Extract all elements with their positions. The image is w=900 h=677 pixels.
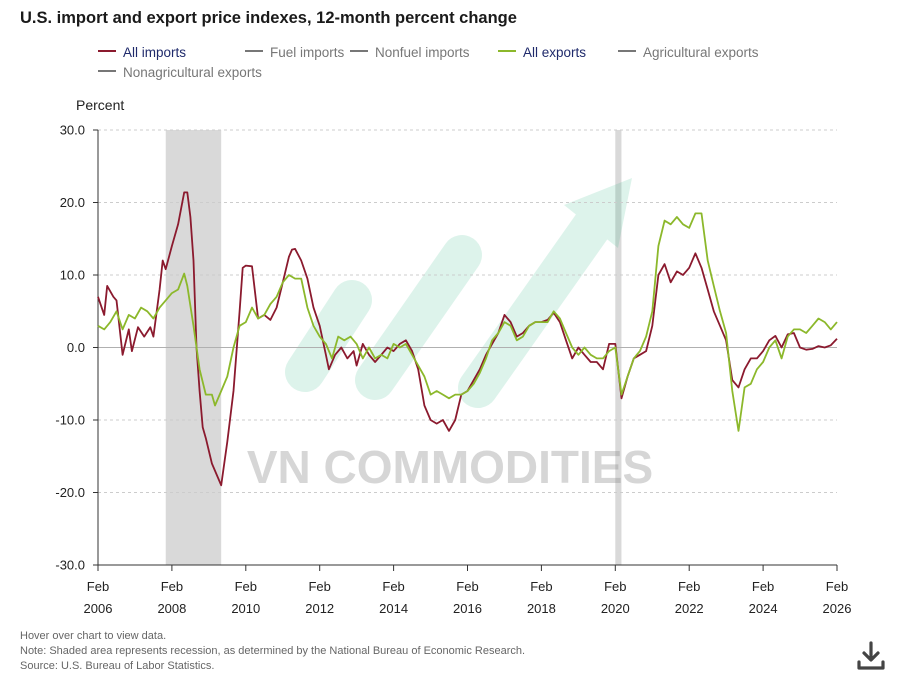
x-tick-label: Feb 2020 <box>601 579 630 616</box>
series-line-all-exports[interactable] <box>97 212 838 432</box>
legend-item-agricultural-exports[interactable]: Agricultural exports <box>618 44 759 60</box>
x-tick-year: 2024 <box>749 601 778 616</box>
x-tick-label: Feb 2014 <box>379 579 408 616</box>
x-tick-year: 2016 <box>453 601 482 616</box>
legend-swatch <box>98 70 116 73</box>
legend-label: Agricultural exports <box>643 44 759 60</box>
y-axis-ticks: 30.0 20.0 10.0 0.0 -10.0 -20.0 -30.0 <box>55 123 98 573</box>
watermark <box>285 178 632 408</box>
x-tick-month: Feb <box>530 579 552 594</box>
y-tick-label: 20.0 <box>60 195 85 210</box>
legend-swatch <box>98 50 116 53</box>
x-tick-year: 2006 <box>84 601 113 616</box>
x-tick-label: Feb 2026 <box>823 579 852 616</box>
x-tick-month: Feb <box>752 579 774 594</box>
x-tick-year: 2014 <box>379 601 408 616</box>
legend-item-nonagricultural-exports[interactable]: Nonagricultural exports <box>98 64 262 80</box>
legend-item-fuel-imports[interactable]: Fuel imports <box>245 44 344 60</box>
x-tick-month: Feb <box>382 579 404 594</box>
x-tick-year: 2010 <box>231 601 260 616</box>
y-axis-label: Percent <box>76 97 124 113</box>
legend-label: Nonfuel imports <box>375 44 470 60</box>
legend-swatch <box>618 50 636 53</box>
recession-note: Note: Shaded area represents recession, … <box>20 645 526 657</box>
x-tick-label: Feb 2006 <box>84 579 113 616</box>
x-tick-month: Feb <box>604 579 626 594</box>
legend-label: Fuel imports <box>270 44 345 60</box>
axes <box>97 130 837 566</box>
x-tick-label: Feb 2010 <box>231 579 260 616</box>
legend-item-all-exports[interactable]: All exports <box>498 44 586 60</box>
y-tick-label: 10.0 <box>60 268 85 283</box>
x-tick-label: Feb 2018 <box>527 579 556 616</box>
x-tick-year: 2018 <box>527 601 556 616</box>
x-tick-label: Feb 2016 <box>453 579 482 616</box>
chart-title: U.S. import and export price indexes, 12… <box>20 9 517 27</box>
legend-label: Nonagricultural exports <box>123 64 262 80</box>
legend-label: All imports <box>123 44 187 60</box>
x-tick-month: Feb <box>235 579 257 594</box>
y-tick-label: -20.0 <box>55 485 85 500</box>
legend-swatch <box>498 50 516 53</box>
series-lines <box>97 191 838 487</box>
x-axis-ticks: Feb 2006 Feb 2008 Feb 2010 Feb 2012 Feb 2014 Feb 20… <box>84 565 852 616</box>
x-tick-month: Feb <box>678 579 700 594</box>
legend-swatch <box>350 50 368 53</box>
source-note: Source: U.S. Bureau of Labor Statistics. <box>20 660 215 672</box>
y-tick-label: 30.0 <box>60 123 85 138</box>
watermark-logo-icon <box>285 178 632 408</box>
y-tick-label: 0.0 <box>67 340 85 355</box>
footnotes: Hover over chart to view data. Note: Sha… <box>20 629 525 674</box>
x-tick-month: Feb <box>456 579 478 594</box>
x-tick-month: Feb <box>308 579 330 594</box>
x-tick-year: 2026 <box>823 601 852 616</box>
x-tick-label: Feb 2024 <box>749 579 778 616</box>
hover-hint: Hover over chart to view data. <box>20 630 167 642</box>
series-line-all-imports[interactable] <box>97 191 838 487</box>
x-tick-label: Feb 2022 <box>675 579 704 616</box>
x-tick-month: Feb <box>161 579 183 594</box>
y-tick-label: -10.0 <box>55 413 85 428</box>
legend-item-nonfuel-imports[interactable]: Nonfuel imports <box>350 44 470 60</box>
gridlines <box>98 129 837 493</box>
y-tick-label: -30.0 <box>55 558 85 573</box>
legend-swatch <box>245 50 263 53</box>
x-tick-year: 2008 <box>157 601 186 616</box>
x-tick-label: Feb 2012 <box>305 579 334 616</box>
legend-item-all-imports[interactable]: All imports <box>98 44 186 60</box>
download-icon <box>857 641 885 670</box>
watermark-text: VN COMMODITIES <box>247 441 653 493</box>
x-tick-year: 2022 <box>675 601 704 616</box>
legend-label: All exports <box>523 44 587 60</box>
x-tick-month: Feb <box>826 579 848 594</box>
x-tick-label: Feb 2008 <box>157 579 186 616</box>
download-button[interactable] <box>855 640 887 672</box>
x-tick-year: 2020 <box>601 601 630 616</box>
x-tick-month: Feb <box>87 579 109 594</box>
x-tick-year: 2012 <box>305 601 334 616</box>
